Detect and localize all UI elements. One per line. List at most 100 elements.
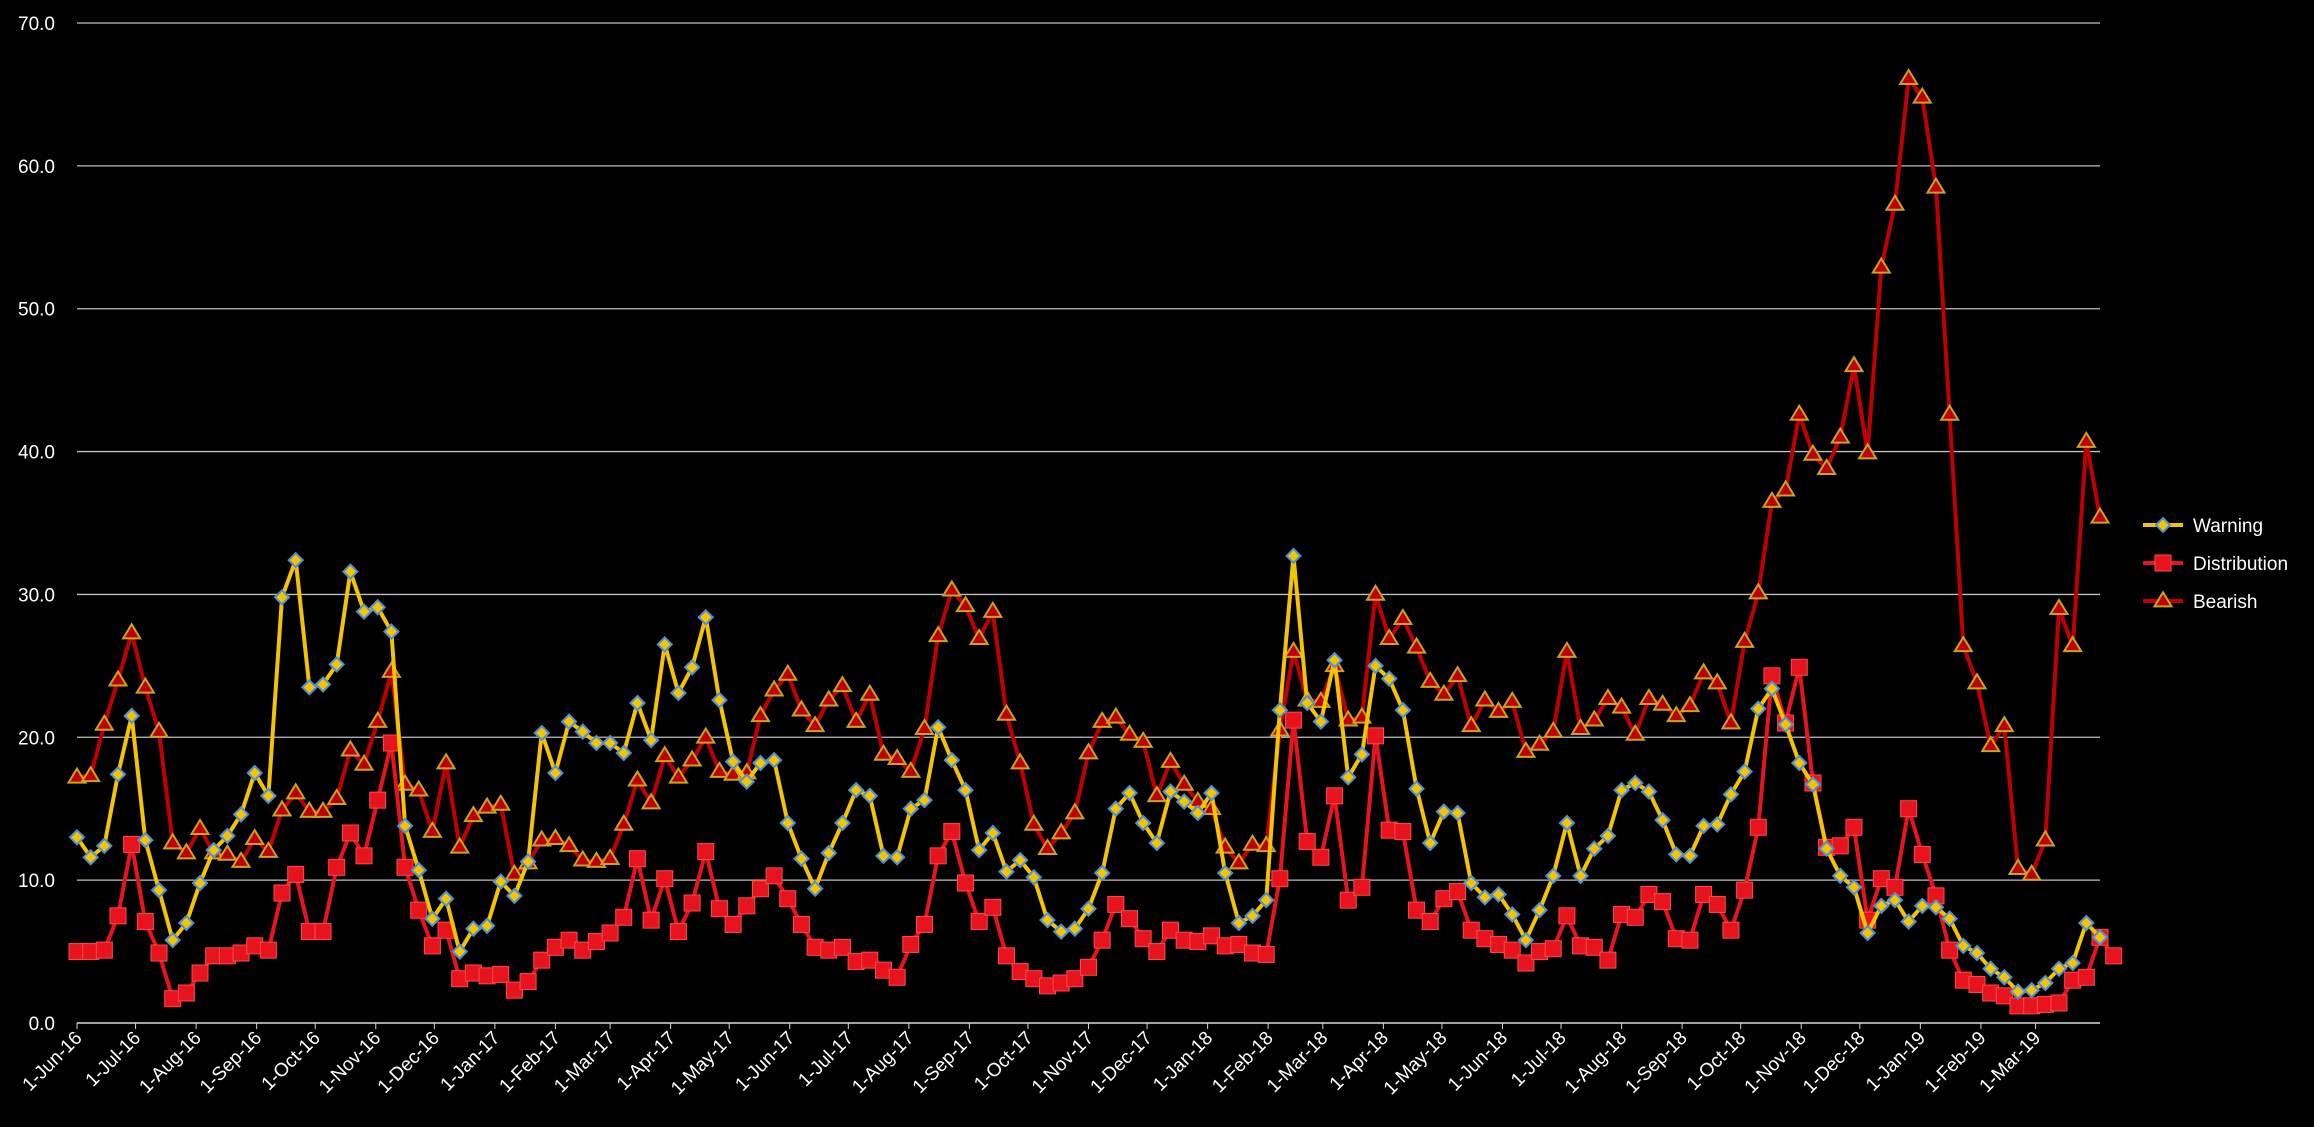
data-point-distribution — [1736, 881, 1754, 899]
data-point-warning — [888, 848, 906, 866]
data-point-warning — [1230, 914, 1248, 932]
data-point-bearish — [1980, 735, 2001, 753]
data-point-bearish — [1173, 773, 1195, 791]
data-point-warning — [246, 764, 264, 782]
data-point-warning — [1927, 898, 1945, 916]
data-point-distribution — [1298, 833, 1316, 851]
data-point-warning — [1763, 680, 1781, 698]
data-point-bearish — [1119, 723, 1140, 741]
legend-label: Warning — [2193, 516, 2263, 537]
data-point-bearish — [162, 832, 183, 850]
data-point-bearish — [750, 705, 771, 723]
data-point-bearish — [1160, 750, 1181, 768]
data-point-bearish — [1365, 583, 1386, 601]
data-point-bearish — [777, 663, 799, 681]
data-point-distribution — [341, 824, 359, 842]
data-point-bearish — [1789, 403, 1810, 421]
data-point-warning — [505, 887, 523, 905]
y-tick-label: 40.0 — [18, 443, 55, 464]
data-point-bearish — [968, 628, 990, 646]
data-point-distribution — [1845, 818, 1863, 836]
data-point-distribution — [1517, 954, 1535, 972]
data-point-warning — [2077, 914, 2095, 932]
data-point-warning — [1039, 911, 1056, 929]
data-point-warning — [328, 656, 346, 673]
data-point-distribution — [1367, 727, 1385, 745]
data-point-distribution — [1203, 927, 1221, 945]
data-point-distribution — [1093, 931, 1111, 949]
data-point-warning — [1394, 701, 1412, 719]
data-point-warning — [1722, 786, 1740, 803]
data-point-warning — [1859, 924, 1877, 942]
data-point-warning — [1982, 960, 2000, 978]
data-point-bearish — [1761, 490, 1783, 508]
legend-label: Bearish — [2193, 592, 2257, 613]
data-point-distribution — [956, 874, 974, 892]
data-point-distribution — [328, 858, 346, 876]
data-point-bearish — [873, 743, 894, 761]
data-point-warning — [601, 734, 619, 752]
data-point-warning — [464, 920, 482, 938]
data-point-bearish — [217, 843, 238, 861]
data-point-bearish — [1802, 443, 1824, 461]
data-point-warning — [1886, 891, 1904, 909]
data-point-warning — [1216, 864, 1234, 882]
data-point-distribution — [1326, 787, 1344, 805]
data-point-distribution — [792, 915, 810, 933]
data-point-bearish — [285, 782, 306, 800]
data-point-warning — [1613, 781, 1631, 799]
data-point-distribution — [1681, 931, 1699, 949]
data-point-bearish — [818, 689, 840, 707]
data-point-distribution — [1790, 658, 1808, 676]
data-point-warning — [1490, 886, 1507, 903]
data-point-distribution — [751, 880, 769, 898]
data-point-distribution — [1394, 823, 1412, 841]
legend-item-distribution: Distribution — [2143, 554, 2288, 575]
data-point-distribution — [697, 843, 715, 861]
data-point-distribution — [915, 915, 933, 933]
data-point-warning — [1640, 783, 1658, 800]
data-point-distribution — [1121, 910, 1139, 928]
data-point-distribution — [423, 937, 441, 955]
data-point-distribution — [533, 951, 551, 969]
data-point-bearish — [1378, 628, 1400, 646]
data-point-bearish — [1501, 690, 1523, 708]
y-tick-label: 70.0 — [18, 14, 55, 35]
data-point-distribution — [95, 941, 113, 959]
data-point-warning — [123, 707, 141, 725]
data-point-distribution — [355, 847, 373, 865]
data-point-bearish — [1706, 672, 1728, 690]
data-point-warning — [519, 853, 537, 870]
data-point-bearish — [107, 669, 129, 687]
data-point-distribution — [833, 938, 851, 956]
data-point-distribution — [259, 941, 277, 959]
data-point-bearish — [1488, 700, 1509, 718]
data-point-distribution — [587, 933, 605, 951]
data-point-warning — [929, 718, 947, 736]
data-point-distribution — [1872, 870, 1890, 888]
data-point-bearish — [1775, 479, 1796, 497]
data-point-bearish — [941, 579, 963, 597]
data-point-distribution — [1080, 958, 1097, 976]
data-point-warning — [2064, 954, 2082, 972]
data-point-distribution — [287, 865, 305, 883]
data-point-distribution — [1066, 970, 1084, 988]
data-point-warning — [1326, 651, 1343, 669]
data-point-warning — [738, 773, 756, 790]
data-point-bearish — [463, 805, 484, 823]
data-point-warning — [1052, 923, 1070, 940]
data-point-warning — [1695, 817, 1713, 835]
data-point-warning — [1257, 891, 1275, 909]
data-point-bearish — [709, 760, 730, 778]
data-point-warning — [574, 723, 592, 740]
data-point-bearish — [545, 828, 566, 846]
data-point-warning — [2091, 928, 2109, 946]
data-point-distribution — [109, 907, 127, 925]
data-point-distribution — [1722, 921, 1740, 939]
data-point-bearish — [1912, 86, 1933, 104]
data-point-bearish — [996, 703, 1017, 721]
data-point-warning — [1585, 840, 1603, 858]
data-point-bearish — [531, 829, 553, 847]
data-point-distribution — [1353, 878, 1371, 896]
data-point-distribution — [314, 923, 332, 941]
